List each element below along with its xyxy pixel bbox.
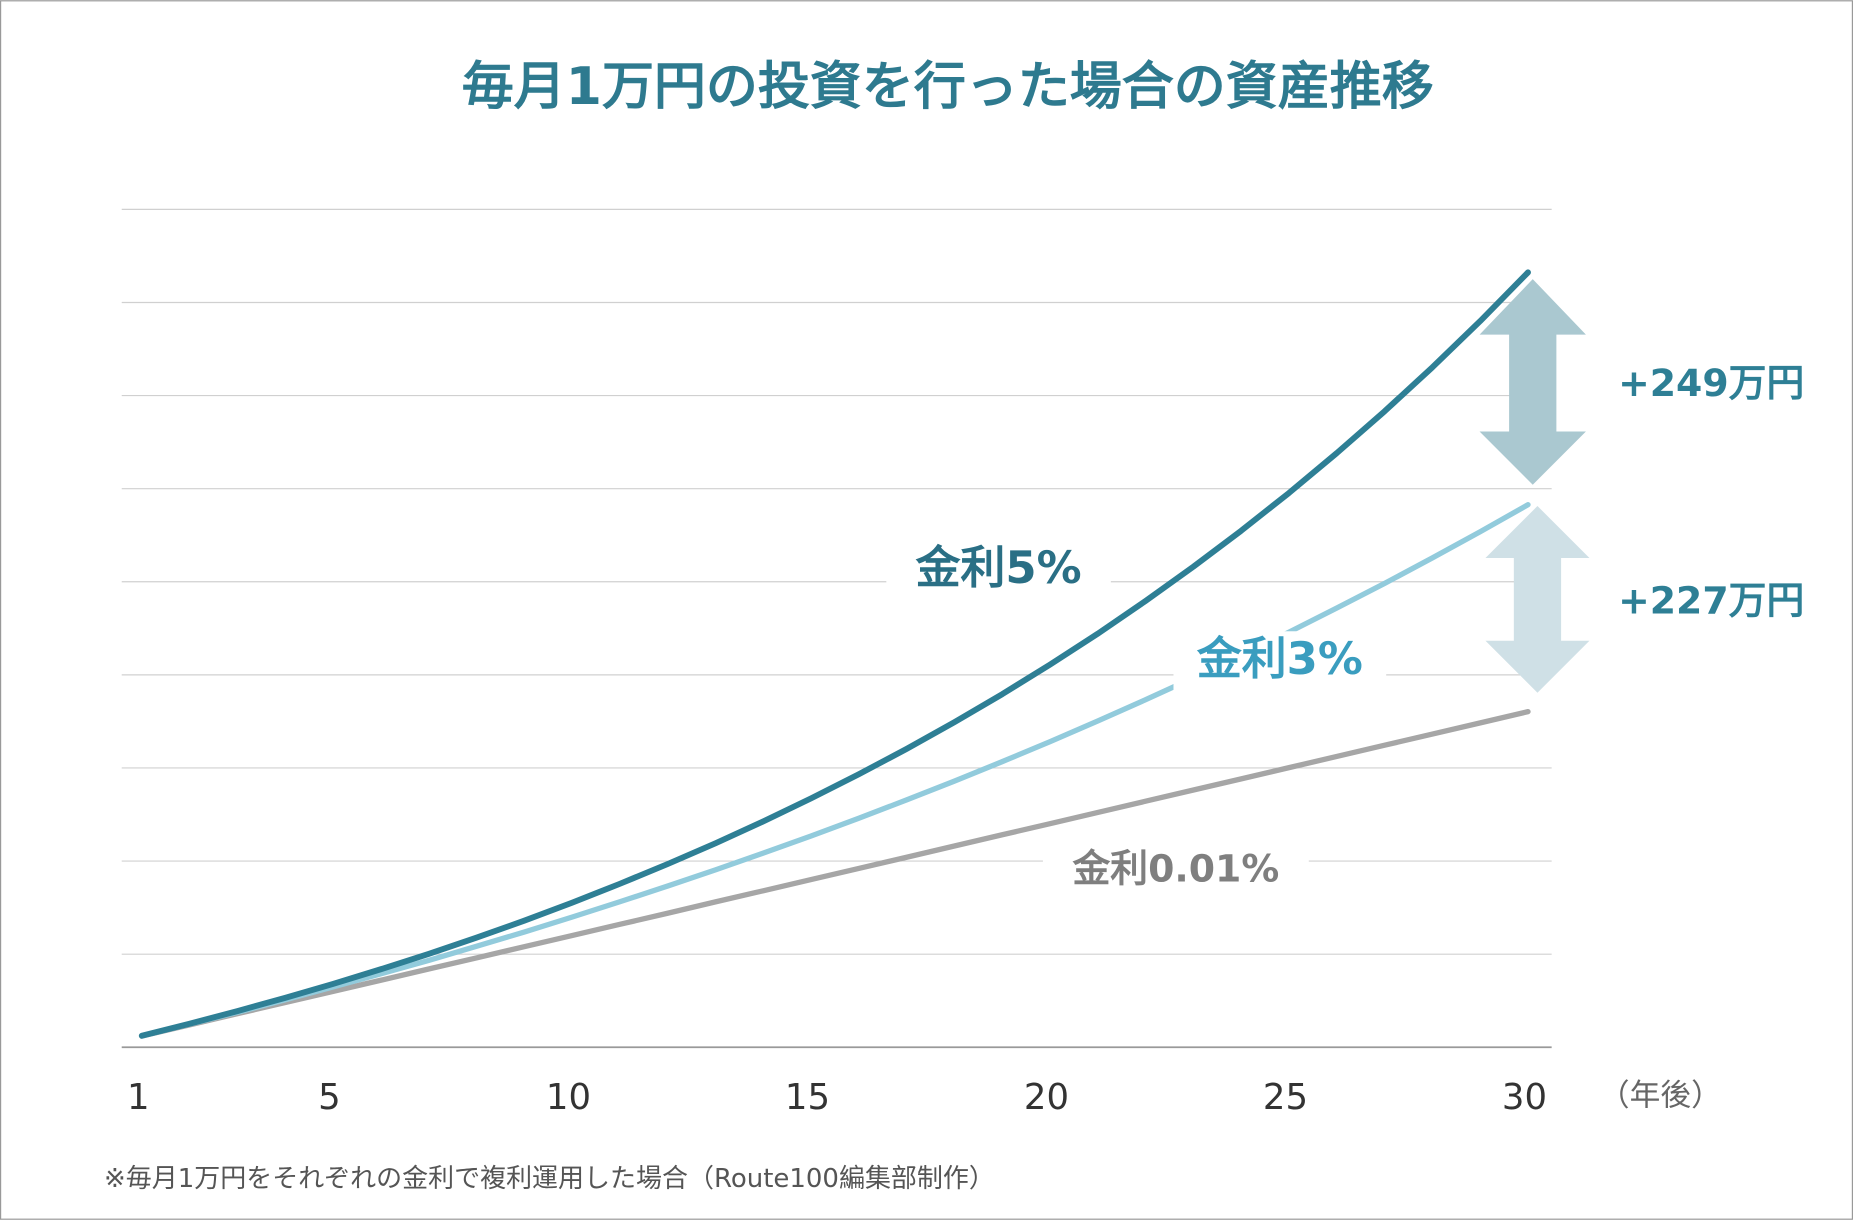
series-label: 金利3% <box>1197 632 1363 685</box>
label-background <box>1042 840 1309 902</box>
difference-label: +249万円 <box>1618 361 1804 405</box>
x-axis-label: （年後） <box>1599 1077 1722 1113</box>
label-background <box>886 540 1111 602</box>
label-background <box>1173 631 1387 693</box>
labels: 金利5% 金利3% 金利0.01% <box>886 540 1387 902</box>
x-tick-label: 25 <box>1263 1077 1308 1118</box>
x-tick-label: 15 <box>785 1077 830 1118</box>
lines <box>138 269 1531 1039</box>
difference-label: +227万円 <box>1618 578 1804 622</box>
difference-arrow <box>1479 279 1586 485</box>
series-line <box>139 708 1531 1039</box>
series-label: 金利5% <box>916 541 1082 594</box>
chart-title: 毎月1万円の投資を行った場合の資産推移 <box>462 57 1434 117</box>
series-line <box>138 269 1531 1039</box>
x-tick-label: 1 <box>127 1077 150 1118</box>
x-tick-label: 20 <box>1024 1077 1069 1118</box>
x-tick-label: 10 <box>546 1077 591 1118</box>
x-tick-label: 30 <box>1502 1077 1547 1118</box>
series-label: 金利0.01% <box>1071 847 1279 891</box>
grid: 1 5 10 15 20 25 30 <box>121 208 1552 1118</box>
difference-arrow <box>1485 506 1590 693</box>
x-tick-label: 5 <box>318 1077 341 1118</box>
series-line <box>139 502 1531 1039</box>
footnote: ※毎月1万円をそれぞれの金利で複利運用した場合（Route100編集部制作） <box>104 1164 995 1194</box>
